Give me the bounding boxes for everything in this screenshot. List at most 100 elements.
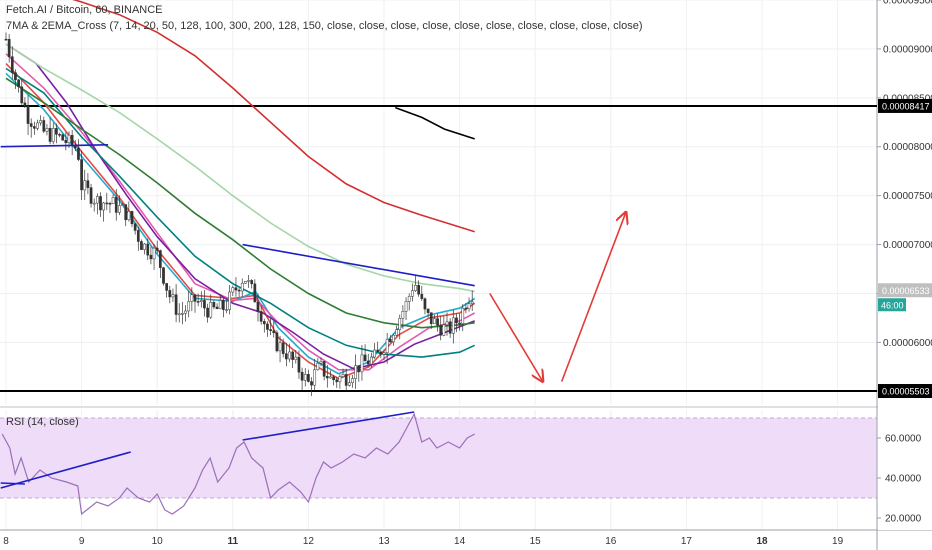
candle — [382, 349, 386, 361]
trend-line — [242, 243, 475, 287]
candle — [388, 335, 392, 343]
rsi-band — [0, 418, 877, 498]
time-tick-label: 14 — [454, 536, 466, 547]
candle — [212, 300, 216, 310]
price-label-text: 0.00005503 — [882, 387, 930, 397]
candle — [256, 293, 260, 322]
moving-average-line — [72, 0, 475, 233]
candle-body — [467, 303, 471, 310]
rsi-tick-label: 20.0000 — [885, 514, 922, 525]
candle — [36, 119, 39, 131]
candle — [51, 122, 55, 145]
candle — [244, 281, 247, 284]
candle — [130, 210, 134, 228]
candle-body — [64, 139, 68, 144]
candle — [55, 123, 58, 144]
candle — [313, 358, 317, 391]
candle — [360, 344, 364, 381]
candle-body — [404, 301, 408, 312]
candle — [411, 283, 414, 302]
candle — [316, 358, 320, 371]
candle — [240, 278, 244, 297]
candle-body — [307, 374, 310, 382]
candle-body — [351, 378, 354, 383]
candle — [351, 374, 354, 388]
candle-body — [335, 379, 339, 383]
candle — [20, 78, 24, 105]
candle-body — [332, 376, 335, 380]
candle — [250, 279, 254, 289]
candle-body — [414, 285, 417, 291]
candle-body — [203, 300, 206, 309]
candle — [143, 242, 146, 255]
moving-average-line — [5, 77, 475, 329]
candle-body — [10, 56, 14, 73]
candle — [218, 294, 222, 310]
candle-body — [423, 298, 427, 310]
candle — [278, 335, 282, 363]
candle — [181, 301, 184, 325]
candle-body — [29, 123, 33, 127]
candle-body — [401, 311, 405, 319]
candle — [209, 294, 213, 319]
candle — [99, 192, 102, 217]
candle — [136, 226, 140, 251]
candle — [77, 139, 80, 162]
candle — [96, 193, 99, 215]
candle-body — [51, 128, 55, 142]
candle-body — [407, 296, 411, 302]
candle-body — [341, 374, 345, 377]
candle-body — [23, 102, 27, 107]
candle-body — [329, 376, 332, 379]
candle-body — [439, 324, 443, 336]
candle — [275, 330, 279, 353]
candle — [187, 290, 191, 318]
candle — [272, 321, 276, 338]
candle — [58, 132, 61, 138]
trend-line — [0, 144, 109, 148]
candle — [335, 376, 339, 388]
candle — [285, 342, 288, 367]
candle — [215, 303, 219, 310]
candle — [461, 304, 465, 332]
candle-body — [379, 351, 383, 355]
candle — [140, 239, 143, 250]
candle-body — [291, 351, 294, 360]
candle — [370, 352, 373, 368]
candle-body — [177, 313, 181, 316]
candle-body — [278, 342, 282, 352]
candle — [168, 285, 172, 304]
candle-body — [373, 349, 376, 358]
time-tick-label: 17 — [681, 536, 693, 547]
candle-body — [448, 321, 452, 334]
projection-arrow — [489, 293, 543, 382]
candle — [7, 34, 11, 63]
candle-body — [357, 365, 361, 373]
candle-body — [111, 197, 115, 204]
candle-body — [171, 294, 175, 298]
candle — [33, 121, 36, 135]
candle-body — [77, 147, 80, 160]
candle — [266, 321, 269, 337]
candle — [373, 343, 376, 359]
candle — [108, 201, 112, 213]
candle — [354, 354, 357, 389]
chart-title: Fetch.AI / Bitcoin, 60, BINANCE — [6, 4, 163, 16]
candle-body — [155, 247, 159, 251]
candle — [303, 368, 307, 387]
candle-body — [417, 285, 420, 295]
candle — [193, 293, 197, 313]
candle — [341, 368, 345, 378]
price-tick-label: 0.00009500 — [883, 0, 932, 7]
time-tick-label: 19 — [832, 536, 844, 547]
candle — [401, 305, 405, 329]
candle — [48, 117, 52, 145]
candle — [203, 290, 206, 317]
candle — [448, 318, 452, 338]
candle-body — [99, 196, 102, 211]
candle — [206, 303, 209, 323]
candle — [149, 246, 153, 265]
candle — [319, 357, 323, 367]
candle — [155, 240, 159, 254]
